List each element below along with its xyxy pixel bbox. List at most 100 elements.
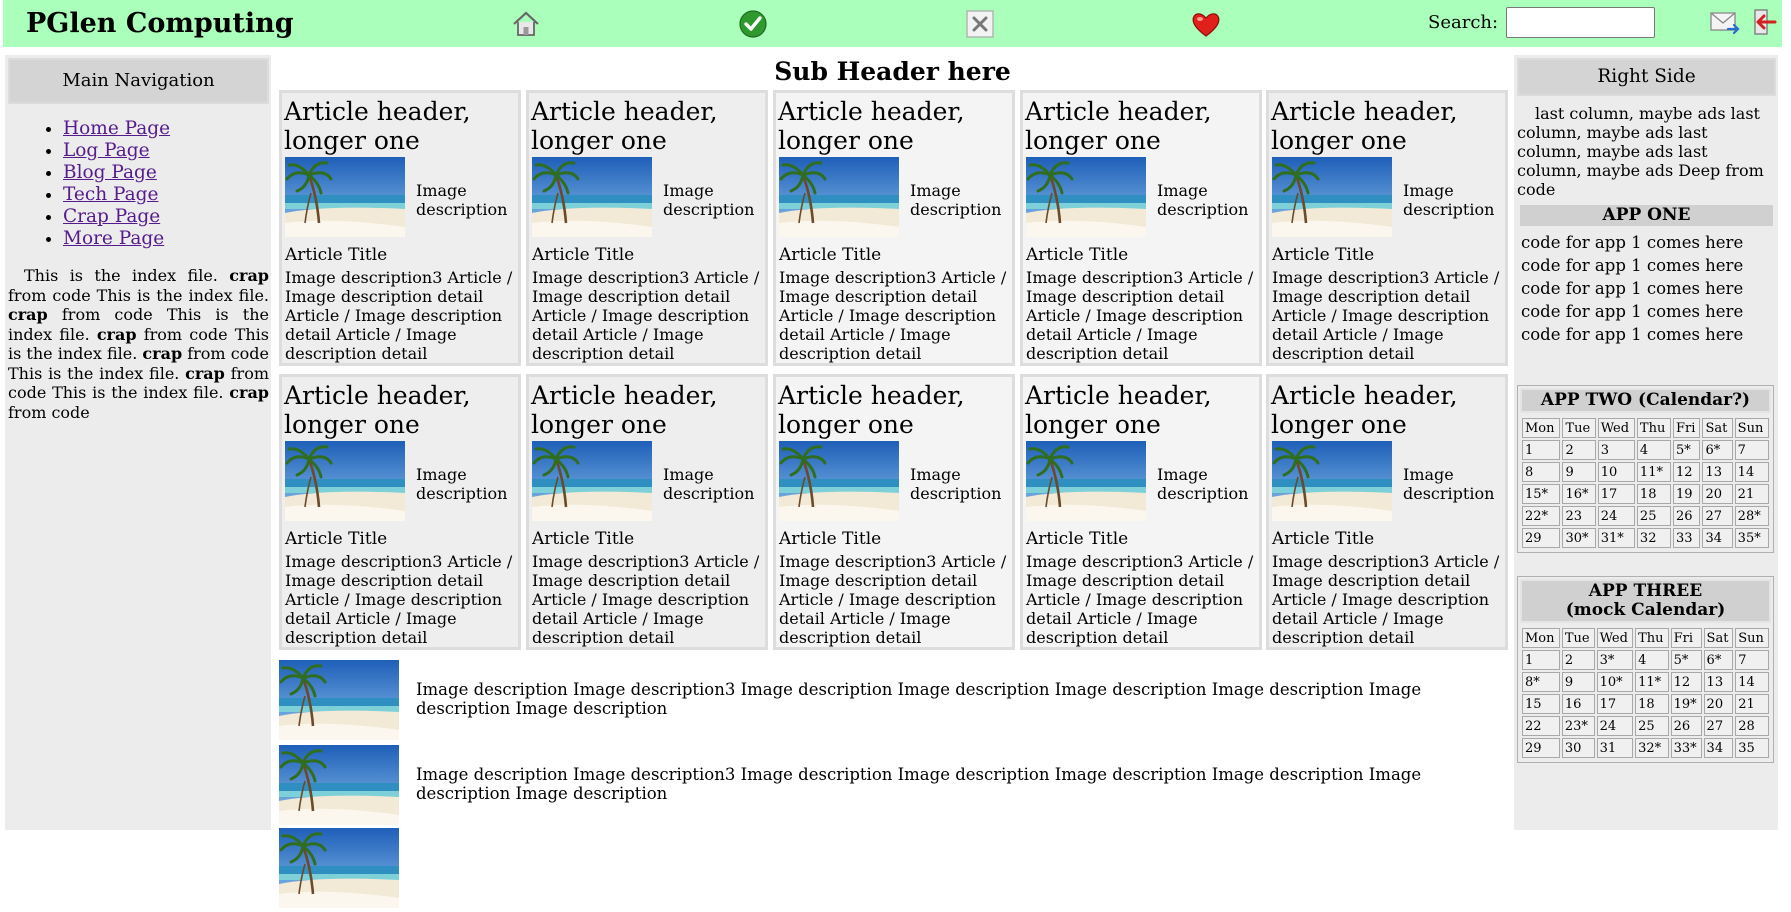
calendar-day-cell[interactable]: 22* [1522, 506, 1561, 526]
calendar-day-cell[interactable]: 19 [1672, 484, 1701, 504]
checkmark-icon[interactable] [738, 9, 768, 39]
calendar-day-cell[interactable]: 34 [1702, 528, 1733, 548]
article-card: Article header, longer one Image descript… [773, 374, 1015, 650]
calendar-day-cell[interactable]: 30 [1561, 738, 1595, 758]
calendar-day-cell[interactable]: 13 [1703, 672, 1734, 692]
calendar-day-cell[interactable]: 17 [1597, 484, 1635, 504]
calendar-day-cell[interactable]: 18 [1635, 694, 1669, 714]
calendar-day-cell[interactable]: 4 [1635, 650, 1669, 670]
calendar-day-cell[interactable]: 31 [1596, 738, 1634, 758]
calendar-day-cell[interactable]: 31* [1597, 528, 1635, 548]
search-input[interactable] [1506, 7, 1655, 38]
calendar-day-cell[interactable]: 15 [1522, 694, 1560, 714]
calendar-day-cell[interactable]: 34 [1703, 738, 1734, 758]
calendar-day-cell[interactable]: 8* [1522, 672, 1560, 692]
calendar-day-cell[interactable]: 27 [1702, 506, 1733, 526]
calendar-day-cell[interactable]: 14 [1735, 672, 1769, 692]
image-description: Image description [416, 465, 508, 503]
calendar-day-cell[interactable]: 1 [1522, 440, 1561, 460]
app-one-line: code for app 1 comes here [1521, 233, 1744, 252]
site-brand: PGlen Computing [26, 8, 294, 39]
calendar-day-cell[interactable]: 25 [1636, 506, 1671, 526]
calendar-day-cell[interactable]: 3* [1596, 650, 1634, 670]
calendar-day-cell[interactable]: 12 [1672, 462, 1701, 482]
calendar-day-cell[interactable]: 13 [1702, 462, 1733, 482]
calendar-day-cell[interactable]: 26 [1672, 506, 1701, 526]
calendar-day-cell[interactable]: 26 [1670, 716, 1702, 736]
calendar-day-cell[interactable]: 14 [1734, 462, 1769, 482]
calendar-day-cell[interactable]: 1 [1522, 650, 1560, 670]
nav-link-crap[interactable]: Crap Page [63, 206, 161, 227]
home-icon[interactable] [511, 9, 541, 39]
image-description: Image description [1157, 465, 1249, 503]
calendar-day-cell[interactable]: 9 [1561, 672, 1595, 692]
calendar-day-cell[interactable]: 5* [1670, 650, 1702, 670]
image-description: Image description [910, 465, 1002, 503]
article-card: Article header, longer one Image descript… [1020, 374, 1262, 650]
sub-header: Sub Header here [774, 57, 1011, 86]
calendar-day-cell[interactable]: 2 [1561, 650, 1595, 670]
calendar-day-cell[interactable]: 11* [1636, 462, 1671, 482]
heart-icon[interactable] [1191, 9, 1221, 39]
calendar-day-cell[interactable]: 23* [1561, 716, 1595, 736]
calendar-day-header: Tue [1562, 418, 1596, 438]
calendar-day-cell[interactable]: 12 [1670, 672, 1702, 692]
calendar-day-cell[interactable]: 30* [1562, 528, 1596, 548]
calendar-day-cell[interactable]: 6* [1702, 440, 1733, 460]
calendar-day-cell[interactable]: 20 [1703, 694, 1734, 714]
calendar-day-cell[interactable]: 35 [1735, 738, 1769, 758]
calendar-day-cell[interactable]: 7 [1735, 650, 1769, 670]
nav-link-home[interactable]: Home Page [63, 118, 171, 139]
nav-link-log[interactable]: Log Page [63, 140, 150, 161]
calendar-day-cell[interactable]: 9 [1562, 462, 1596, 482]
calendar-day-cell[interactable]: 15* [1522, 484, 1561, 504]
calendar-day-cell[interactable]: 25 [1635, 716, 1669, 736]
calendar-day-header: Fri [1670, 628, 1702, 648]
calendar-day-cell[interactable]: 10* [1596, 672, 1634, 692]
calendar-day-cell[interactable]: 18 [1636, 484, 1671, 504]
calendar-day-cell[interactable]: 11* [1635, 672, 1669, 692]
calendar-day-cell[interactable]: 33 [1672, 528, 1701, 548]
index-text-run: This is the index file. [24, 266, 230, 285]
article-header: Article header, longer one [778, 97, 965, 155]
calendar-day-cell[interactable]: 17 [1596, 694, 1634, 714]
calendar-day-cell[interactable]: 24 [1596, 716, 1634, 736]
calendar-day-cell[interactable]: 22 [1522, 716, 1560, 736]
calendar-day-cell[interactable]: 32 [1636, 528, 1671, 548]
calendar-day-cell[interactable]: 2 [1562, 440, 1596, 460]
calendar-day-cell[interactable]: 7 [1734, 440, 1769, 460]
calendar-day-cell[interactable]: 3 [1597, 440, 1635, 460]
calendar-day-cell[interactable]: 29 [1522, 528, 1561, 548]
close-icon[interactable] [965, 9, 995, 39]
calendar-day-cell[interactable]: 5* [1672, 440, 1701, 460]
calendar-day-cell[interactable]: 24 [1597, 506, 1635, 526]
calendar-day-cell[interactable]: 4 [1636, 440, 1671, 460]
calendar-day-cell[interactable]: 27 [1703, 716, 1734, 736]
calendar-day-cell[interactable]: 33* [1670, 738, 1702, 758]
mail-icon[interactable] [1710, 7, 1740, 37]
calendar-day-cell[interactable]: 29 [1522, 738, 1560, 758]
nav-link-blog[interactable]: Blog Page [63, 162, 157, 183]
calendar-day-cell[interactable]: 8 [1522, 462, 1561, 482]
calendar-day-cell[interactable]: 32* [1635, 738, 1669, 758]
exit-icon[interactable] [1747, 7, 1777, 37]
calendar-day-cell[interactable]: 6* [1703, 650, 1734, 670]
calendar-table: Mon Tue Wed Thu Fri Sat Sun 1 2 3 4 5* 6* 7 8 9 10 11* 12 1… [1520, 416, 1771, 550]
calendar-day-cell[interactable]: 28 [1735, 716, 1769, 736]
index-text-bold: crap [142, 344, 183, 363]
article-title: Article Title [532, 529, 635, 549]
app-one-line: code for app 1 comes here [1521, 325, 1744, 344]
calendar-day-cell[interactable]: 16* [1562, 484, 1596, 504]
article-title: Article Title [285, 245, 388, 265]
calendar-day-cell[interactable]: 16 [1561, 694, 1595, 714]
calendar-day-cell[interactable]: 10 [1597, 462, 1635, 482]
calendar-day-cell[interactable]: 35* [1734, 528, 1769, 548]
nav-link-tech[interactable]: Tech Page [63, 184, 159, 205]
calendar-day-cell[interactable]: 21 [1735, 694, 1769, 714]
calendar-day-cell[interactable]: 19* [1670, 694, 1702, 714]
calendar-day-cell[interactable]: 20 [1702, 484, 1733, 504]
nav-link-more[interactable]: More Page [63, 228, 165, 249]
calendar-day-cell[interactable]: 21 [1734, 484, 1769, 504]
calendar-day-cell[interactable]: 28* [1734, 506, 1769, 526]
calendar-day-cell[interactable]: 23 [1562, 506, 1596, 526]
